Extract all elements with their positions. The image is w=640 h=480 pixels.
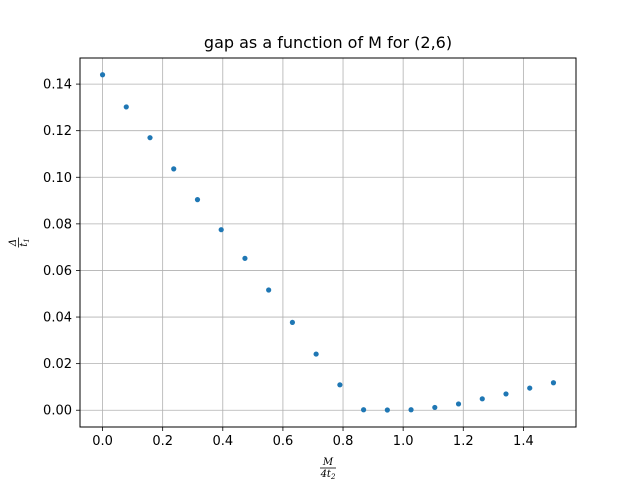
data-point (171, 166, 177, 172)
x-tick-label: 1.2 (453, 434, 474, 449)
y-tick-label: 0.14 (43, 78, 72, 93)
data-point (408, 407, 414, 413)
data-point (337, 382, 343, 388)
data-points (99, 72, 557, 413)
data-point (503, 391, 509, 397)
x-tick-label: 0.4 (212, 434, 233, 449)
axis-ticks: 0.0 0.2 0.4 0.6 0.8 1.0 1.2 1.4 0.00 0.02 0.04 0.06… (43, 78, 534, 449)
x-axis-label-denominator: 4t2 (320, 469, 336, 480)
data-point (455, 401, 462, 407)
chart-title: gap as a function of M for (2,6) (204, 33, 452, 52)
data-point (432, 404, 438, 411)
x-tick-label: 0.0 (92, 434, 113, 449)
data-point (289, 319, 296, 326)
y-tick-label: 0.12 (43, 124, 72, 139)
x-tick-label: 0.2 (152, 434, 173, 449)
data-point (242, 255, 248, 261)
data-point (550, 380, 557, 386)
x-tick-label: 1.0 (393, 434, 414, 449)
x-tick-label: 1.4 (513, 434, 534, 449)
data-point (218, 227, 224, 233)
data-point (147, 135, 153, 141)
y-axis-label-denominator: t1 (19, 238, 31, 247)
grid (80, 58, 576, 427)
plot-frame (79, 57, 577, 428)
data-point (194, 197, 201, 203)
y-axis-label-numerator: Δ (8, 239, 19, 247)
data-point (99, 72, 106, 78)
x-tick-label: 0.8 (333, 434, 354, 449)
data-point (527, 385, 533, 391)
x-axis-label: M 4t2 (320, 457, 336, 480)
data-point (360, 407, 367, 413)
data-point (266, 287, 272, 293)
y-axis-label: Δ t1 (8, 237, 31, 248)
x-tick-label: 0.6 (273, 434, 294, 449)
data-point (384, 407, 390, 413)
data-point (313, 351, 319, 357)
y-tick-label: 0.10 (43, 171, 72, 186)
x-axis-label-numerator: M (322, 457, 334, 468)
y-tick-label: 0.00 (43, 404, 72, 419)
y-tick-label: 0.02 (43, 357, 72, 372)
data-point (479, 396, 485, 402)
y-tick-label: 0.04 (43, 311, 72, 326)
data-point (123, 104, 129, 110)
y-tick-label: 0.08 (43, 217, 72, 232)
y-tick-label: 0.06 (43, 264, 72, 279)
